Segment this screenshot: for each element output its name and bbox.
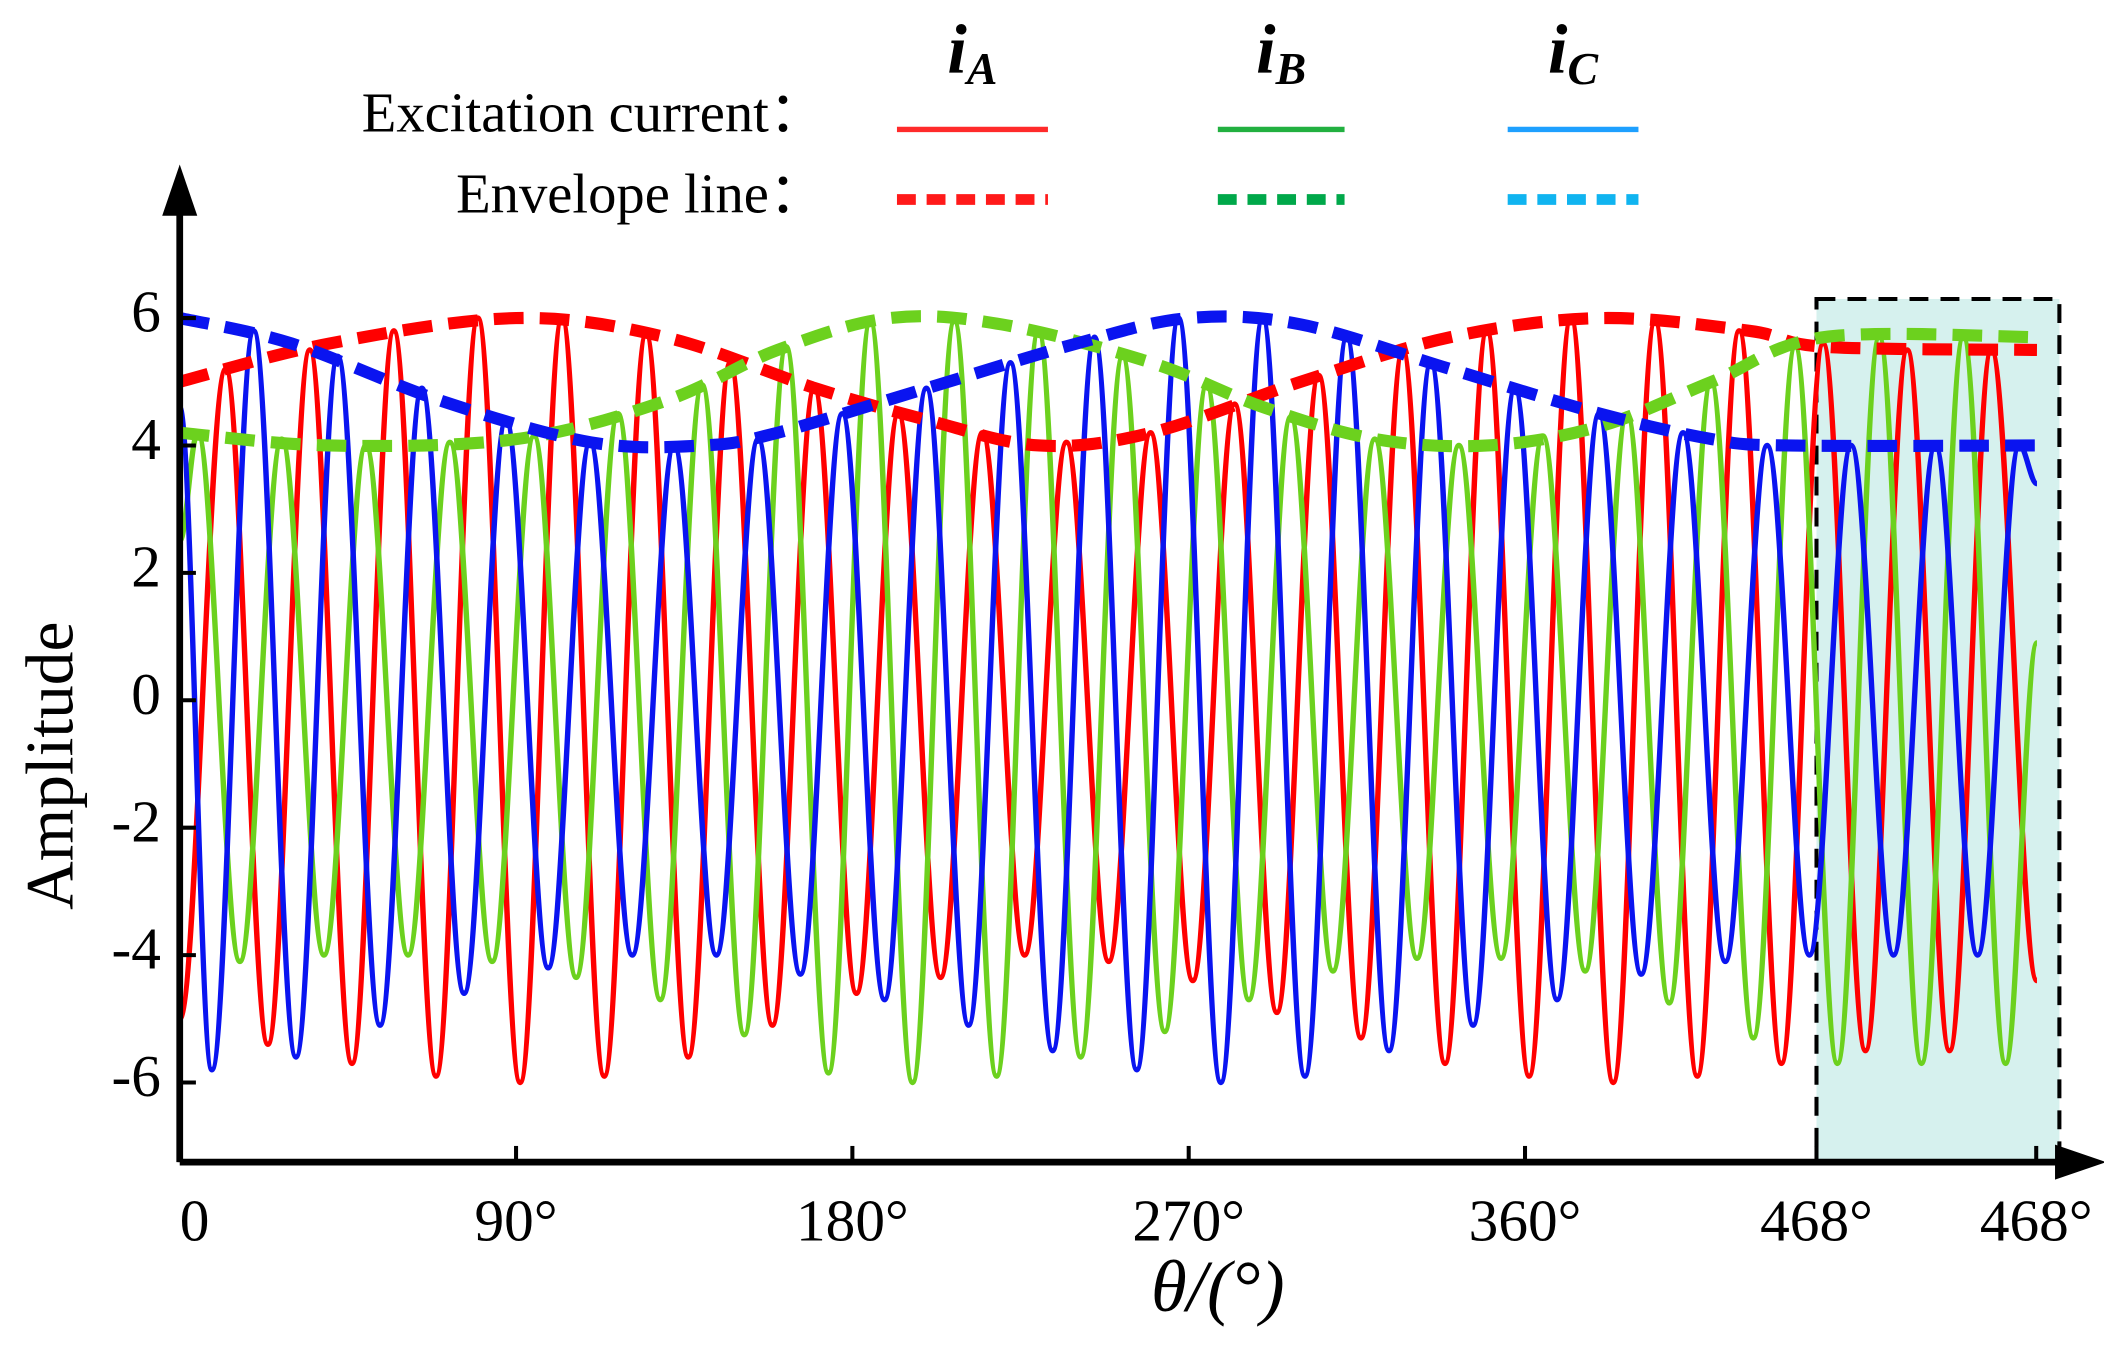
y-tick-label: 4 xyxy=(131,406,161,472)
legend-subscript: C xyxy=(1568,42,1599,93)
y-tick-label: 2 xyxy=(131,533,161,599)
x-tick-label: 468° xyxy=(1980,1187,2093,1253)
envelope-line xyxy=(179,310,2037,453)
envelope-line xyxy=(178,311,2038,453)
x-tick-label: 360° xyxy=(1469,1187,1582,1253)
legend-symbol: i xyxy=(1548,12,1568,89)
x-tick-label: 180° xyxy=(796,1187,909,1253)
y-tick-label: 6 xyxy=(131,279,161,345)
legend-symbol: i xyxy=(1256,12,1276,89)
excitation-line xyxy=(177,315,2039,1086)
x-tick-label: 468° xyxy=(1760,1187,1873,1253)
x-tick-label: 0 xyxy=(180,1187,210,1253)
legend-header: iA xyxy=(947,12,997,94)
y-tick-label: 0 xyxy=(131,661,161,727)
x-axis-arrow xyxy=(2055,1144,2104,1180)
y-tick-label: -6 xyxy=(111,1043,160,1109)
y-tick-label: -2 xyxy=(111,788,160,854)
legend-subscript: B xyxy=(1275,42,1307,93)
legend-subscript: A xyxy=(964,42,998,93)
legend-header: iC xyxy=(1548,12,1598,94)
envelope-line xyxy=(178,310,2037,454)
legend-symbol: i xyxy=(947,12,967,89)
x-axis-label: θ/(°) xyxy=(1151,1246,1285,1327)
x-tick-label: 90° xyxy=(475,1187,558,1253)
legend-row-label: Envelope line： xyxy=(456,164,825,226)
x-tick-label: 270° xyxy=(1132,1187,1245,1253)
legend-row-label: Excitation current： xyxy=(362,83,826,145)
y-axis-arrow xyxy=(162,164,198,216)
highlight-region xyxy=(1814,296,2062,1165)
y-axis-label: Amplitude xyxy=(13,622,88,910)
y-tick-label: -4 xyxy=(111,916,160,982)
legend-header: iB xyxy=(1256,12,1306,94)
